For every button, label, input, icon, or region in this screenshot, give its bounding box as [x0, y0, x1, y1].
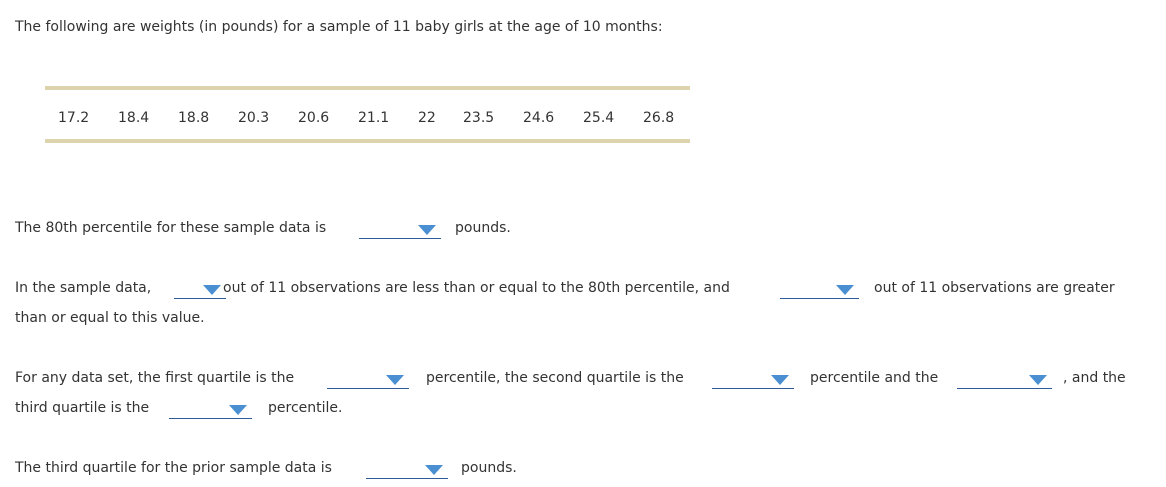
- weight-value: 25.4: [583, 110, 615, 126]
- weight-value: 22: [418, 110, 436, 126]
- question-text: The 80th percentile for these sample dat…: [15, 220, 327, 236]
- question-text: out of 11 observations are greater: [874, 280, 1115, 296]
- chevron-down-icon: [418, 225, 436, 235]
- weight-value: 21.1: [358, 110, 390, 126]
- question-third-quartile-value: The third quartile for the prior sample …: [15, 458, 1155, 479]
- third-quartile-dropdown-b[interactable]: [169, 398, 252, 419]
- third-quartile-dropdown-a[interactable]: [957, 368, 1052, 389]
- intro-text: The following are weights (in pounds) fo…: [15, 19, 663, 35]
- question-quartiles: For any data set, the first quartile is …: [15, 368, 1155, 389]
- question-text: pounds.: [455, 220, 511, 236]
- question-quartiles-line2: third quartile is the percentile.: [15, 398, 415, 419]
- weight-value: 23.5: [463, 110, 495, 126]
- second-quartile-dropdown[interactable]: [712, 368, 794, 389]
- question-text: percentile, the second quartile is the: [426, 370, 684, 386]
- weight-value: 26.8: [643, 110, 675, 126]
- question-text: pounds.: [461, 460, 517, 476]
- question-text: than or equal to this value.: [15, 310, 205, 326]
- chevron-down-icon: [229, 405, 247, 415]
- chevron-down-icon: [836, 285, 854, 295]
- weight-value: 20.3: [238, 110, 270, 126]
- weight-value: 18.8: [178, 110, 210, 126]
- question-text: The third quartile for the prior sample …: [15, 460, 332, 476]
- weight-value: 20.6: [298, 110, 330, 126]
- chevron-down-icon: [425, 465, 443, 475]
- percentile-80-dropdown[interactable]: [359, 218, 441, 239]
- count-less-equal-dropdown[interactable]: [174, 278, 226, 299]
- first-quartile-dropdown[interactable]: [327, 368, 409, 389]
- chevron-down-icon: [1029, 375, 1047, 385]
- weight-value: 17.2: [58, 110, 90, 126]
- question-text: third quartile is the: [15, 400, 150, 416]
- question-text: out of 11 observations are less than or …: [223, 280, 730, 296]
- question-text: For any data set, the first quartile is …: [15, 370, 295, 386]
- third-quartile-value-dropdown[interactable]: [366, 458, 448, 479]
- weight-value: 24.6: [523, 110, 555, 126]
- chevron-down-icon: [203, 285, 221, 295]
- chevron-down-icon: [386, 375, 404, 385]
- weight-value: 18.4: [118, 110, 150, 126]
- weights-table: 17.2 18.4 18.8 20.3 20.6 21.1 22 23.5 24…: [45, 86, 690, 143]
- count-greater-equal-dropdown[interactable]: [780, 278, 859, 299]
- question-text: In the sample data,: [15, 280, 152, 296]
- question-text: percentile and the: [810, 370, 939, 386]
- chevron-down-icon: [771, 375, 789, 385]
- question-text: percentile.: [268, 400, 343, 416]
- question-counts: In the sample data, out of 11 observatio…: [15, 278, 1155, 299]
- question-80th-percentile: The 80th percentile for these sample dat…: [15, 218, 1155, 239]
- question-text: , and the: [1063, 370, 1126, 386]
